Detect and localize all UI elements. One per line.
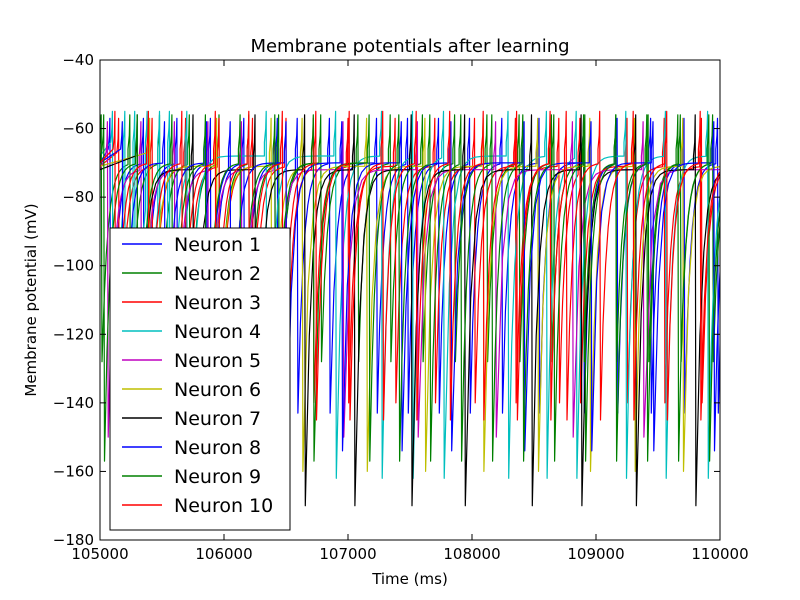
y-tick-label: −40 xyxy=(62,51,94,69)
legend-label: Neuron 1 xyxy=(174,234,261,256)
y-tick-label: −60 xyxy=(62,120,94,138)
legend-label: Neuron 8 xyxy=(174,437,261,459)
chart-title: Membrane potentials after learning xyxy=(250,36,569,57)
series-line-neuron-5 xyxy=(100,121,720,438)
y-tick-label: −100 xyxy=(53,257,94,275)
y-tick-label: −180 xyxy=(53,531,94,549)
x-tick-label: 110000 xyxy=(691,545,748,563)
x-axis-label: Time (ms) xyxy=(371,570,448,588)
series-layer xyxy=(100,110,720,507)
y-tick-label: −140 xyxy=(53,394,94,412)
x-tick-label: 106000 xyxy=(195,545,252,563)
x-tick-label: 105000 xyxy=(71,545,128,563)
legend-label: Neuron 9 xyxy=(174,466,261,488)
x-tick-label: 107000 xyxy=(319,545,376,563)
y-tick-label: −160 xyxy=(53,462,94,480)
legend-label: Neuron 2 xyxy=(174,263,261,285)
legend: Neuron 1 Neuron 2 Neuron 3 Neuron 4 Neuron 5… xyxy=(109,227,291,531)
legend-label: Neuron 10 xyxy=(174,495,273,517)
series-line-neuron-4 xyxy=(100,110,720,479)
axis-ticks: 105000 106000 107000 108000 109000 110000 −180… xyxy=(53,51,749,563)
series-line-neuron-9 xyxy=(100,114,720,462)
series-line-neuron-3 xyxy=(100,117,720,404)
y-tick-label: −120 xyxy=(53,325,94,343)
y-tick-label: −80 xyxy=(62,188,94,206)
legend-label: Neuron 6 xyxy=(174,379,261,401)
plot-frame xyxy=(99,59,721,541)
legend-box xyxy=(109,227,291,531)
legend-label: Neuron 3 xyxy=(174,292,261,314)
x-tick-label: 108000 xyxy=(443,545,500,563)
y-axis-label: Membrane potential (mV) xyxy=(22,203,40,396)
x-tick-label: 109000 xyxy=(567,545,624,563)
series-line-neuron-10 xyxy=(100,110,720,421)
legend-label: Neuron 7 xyxy=(174,408,261,430)
legend-label: Neuron 5 xyxy=(174,350,261,372)
series-line-neuron-6 xyxy=(100,117,720,472)
legend-label: Neuron 4 xyxy=(174,321,261,343)
